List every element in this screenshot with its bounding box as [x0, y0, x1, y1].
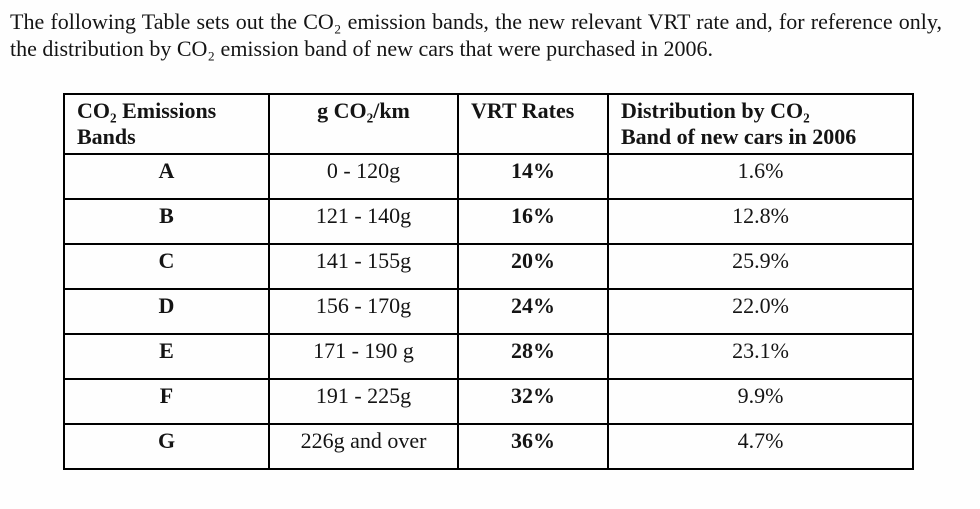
- distribution-cell: 9.9%: [607, 378, 914, 425]
- distribution-cell: 25.9%: [607, 243, 914, 290]
- distribution-cell: 4.7%: [607, 423, 914, 470]
- band-cell: F: [63, 378, 270, 425]
- table-row: C 141 - 155g 20% 25.9%: [63, 243, 914, 290]
- table-row: F 191 - 225g 32% 9.9%: [63, 378, 914, 425]
- co2-range-cell: 171 - 190 g: [268, 333, 459, 380]
- intro-paragraph: The following Table sets out the CO₂ emi…: [10, 9, 942, 61]
- col-header-g-co2-km: g CO₂/km: [268, 93, 459, 155]
- distribution-cell: 23.1%: [607, 333, 914, 380]
- co2-range-cell: 0 - 120g: [268, 153, 459, 200]
- co2-range-cell: 226g and over: [268, 423, 459, 470]
- band-cell: D: [63, 288, 270, 335]
- col-header-distribution: Distribution by CO₂ Band of new cars in …: [607, 93, 914, 155]
- vrt-rate-cell: 28%: [457, 333, 609, 380]
- vrt-rate-cell: 14%: [457, 153, 609, 200]
- band-cell: B: [63, 198, 270, 245]
- emissions-table: CO₂ Emissions Bands g CO₂/km VRT Rates D…: [63, 93, 914, 470]
- vrt-rate-cell: 16%: [457, 198, 609, 245]
- col-header-emissions-bands: CO₂ Emissions Bands: [63, 93, 270, 155]
- band-cell: C: [63, 243, 270, 290]
- distribution-cell: 12.8%: [607, 198, 914, 245]
- co2-range-cell: 141 - 155g: [268, 243, 459, 290]
- table-header-row: CO₂ Emissions Bands g CO₂/km VRT Rates D…: [63, 93, 914, 155]
- col-header-vrt-rates: VRT Rates: [457, 93, 609, 155]
- vrt-rate-cell: 32%: [457, 378, 609, 425]
- band-cell: G: [63, 423, 270, 470]
- band-cell: A: [63, 153, 270, 200]
- vrt-rate-cell: 20%: [457, 243, 609, 290]
- vrt-rate-cell: 24%: [457, 288, 609, 335]
- table-row: B 121 - 140g 16% 12.8%: [63, 198, 914, 245]
- distribution-cell: 22.0%: [607, 288, 914, 335]
- co2-range-cell: 121 - 140g: [268, 198, 459, 245]
- document-page: The following Table sets out the CO₂ emi…: [0, 8, 980, 509]
- co2-range-cell: 191 - 225g: [268, 378, 459, 425]
- table-row: A 0 - 120g 14% 1.6%: [63, 153, 914, 200]
- co2-range-cell: 156 - 170g: [268, 288, 459, 335]
- vrt-rate-cell: 36%: [457, 423, 609, 470]
- distribution-cell: 1.6%: [607, 153, 914, 200]
- table-row: D 156 - 170g 24% 22.0%: [63, 288, 914, 335]
- table-row: G 226g and over 36% 4.7%: [63, 423, 914, 470]
- band-cell: E: [63, 333, 270, 380]
- table-row: E 171 - 190 g 28% 23.1%: [63, 333, 914, 380]
